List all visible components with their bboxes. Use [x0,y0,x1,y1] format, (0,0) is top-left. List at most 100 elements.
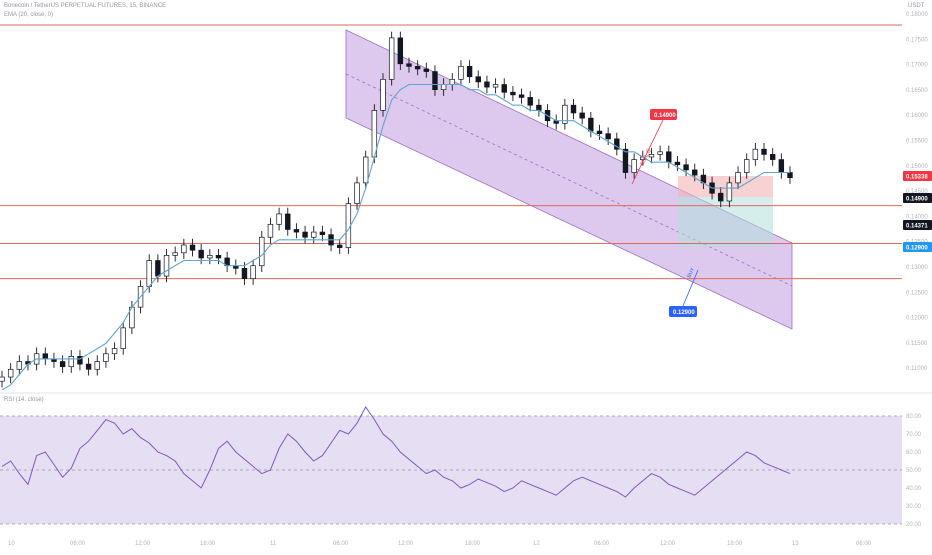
candle-body-13 [111,348,118,355]
candle-body-10 [85,363,92,370]
price-tick-label: 0.11500 [906,341,928,347]
last-price-tag-text: 0.14371 [906,224,928,230]
candle-body-29 [250,265,256,280]
ema-path [1,83,790,391]
target-tag-text: 0.15338 [906,175,928,181]
rsi-tick-label: 50.00 [906,468,922,474]
candle-body-18 [155,260,161,277]
price-tick-label: 0.15000 [906,164,928,170]
candle-body-80 [692,169,698,176]
candle-body-39 [337,244,343,248]
candle-body-58 [501,84,507,93]
rsi-tick-label: 20.00 [906,522,922,528]
rsi-tick-label: 80.00 [906,414,922,420]
rsi-title: RSI (14, close) [4,397,44,403]
time-tick-label: 18:00 [465,541,481,547]
ema-tag-text: 0.12900 [906,246,928,252]
time-tick-label: 10 [8,541,15,547]
candle-body-42 [362,156,369,184]
time-tick-label: 18:00 [727,541,743,547]
candle-body-79 [683,164,689,171]
candle-body-78 [674,161,681,166]
price-tick-label: 0.16500 [906,88,928,94]
currency-label: USDT [908,3,925,9]
entry-tag-bg [903,193,932,203]
rsi-line [1,406,791,498]
buy-arrow [682,269,699,307]
last-price-tag-bg [903,220,932,230]
rsi-pane [0,392,932,525]
entry-tag-text: 0.14900 [906,197,928,203]
candle-body-70 [605,133,611,140]
candle-body-72 [622,148,629,173]
time-tick-label: 12 [533,541,540,547]
price-tick-label: 0.17500 [906,37,928,43]
candle-body-66 [570,104,577,114]
rsi-tick-label: 40.00 [906,486,922,492]
candle-body-90 [778,159,785,173]
rsi-tick-label: 70.00 [906,432,922,438]
price-tick-label: 0.13000 [906,265,928,271]
indicator-title: EMA (20, close, 0) [4,12,54,18]
candle-body-60 [518,94,525,98]
candle-body-37 [319,231,326,236]
candle-body-28 [241,267,248,280]
candle-body-8 [68,355,74,368]
candle-body-36 [311,231,317,238]
time-tick-label: 06:00 [594,541,610,547]
price-tick-label: 0.16000 [906,113,928,119]
candle-body-30 [259,236,265,267]
price-tick-label: 0.12000 [906,316,928,322]
candle-body-2 [16,361,23,370]
axes: 0.18000 0.17500 0.17000 0.16500 0.16000 0.155… [8,12,928,547]
candle-body-0 [0,376,5,382]
target-tag-bg [903,171,932,181]
price-tick-label: 0.14500 [906,189,928,195]
candle-body-48 [414,66,421,70]
candle-body-31 [267,223,274,238]
candle-body-11 [94,361,100,370]
candle-body-35 [302,231,308,238]
candle-body-55 [475,76,481,83]
ema-line [1,83,790,391]
position-zones [678,176,773,247]
candle-body-59 [510,91,516,96]
candle-body-50 [432,71,438,91]
candle-body-12 [103,353,109,362]
price-tick-label: 0.15500 [906,139,928,145]
price-tick-label: 0.18000 [906,12,928,18]
rsi-tick-label: 60.00 [906,450,922,456]
candle-body-87 [752,148,759,160]
time-tick-label: 06:00 [856,541,872,547]
candle-body-73 [631,159,637,173]
candle-body-47 [406,63,412,67]
candle-body-53 [458,66,464,80]
time-tick-label: 13 [792,541,799,547]
candle-body-25 [215,255,222,259]
candle-body-77 [666,151,672,163]
sell-badge-bg [650,109,677,120]
stop-zone [678,197,773,247]
candle-body-52 [449,78,455,85]
candle-body-85 [735,172,741,184]
symbol-title: Bonecoin / TetherUS PERPETUAL FUTURES, 1… [4,3,167,9]
time-tick-label: 12:00 [135,541,151,547]
price-tick-label: 0.12500 [906,290,928,296]
candle-body-14 [120,327,126,349]
target-zone [678,176,773,197]
time-tick-label: 12:00 [660,541,676,547]
candle-body-44 [380,78,386,111]
candle-body-32 [276,213,282,225]
candle-body-9 [77,355,83,365]
candle-body-34 [293,229,300,233]
descending-channel [345,29,793,330]
time-tick-label: 06:00 [70,541,86,547]
sell-arrow [631,119,664,185]
candle-body-68 [588,117,594,132]
price-tick-label: 0.11000 [906,366,928,372]
price-tick-label: 0.17000 [906,63,928,69]
ema-tag: 0.12900 [903,242,932,252]
candle-body-86 [743,159,750,173]
